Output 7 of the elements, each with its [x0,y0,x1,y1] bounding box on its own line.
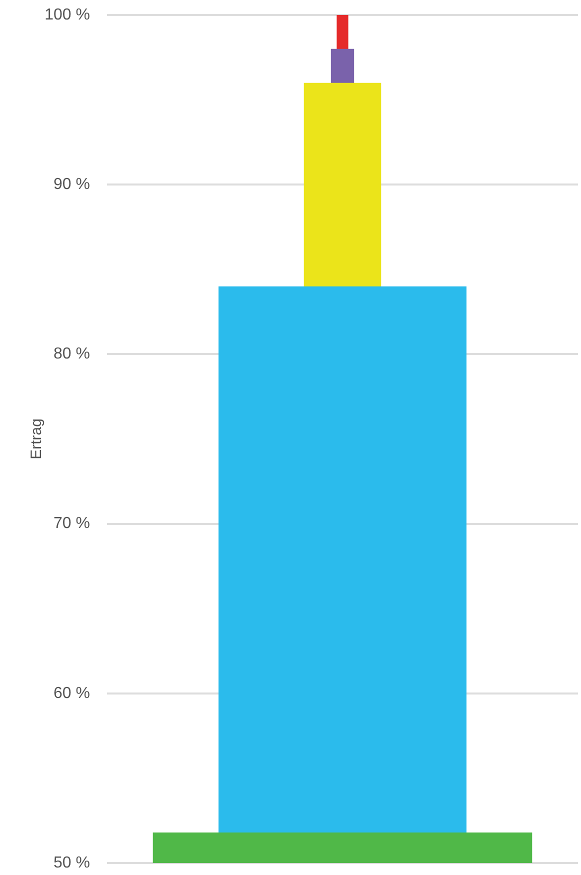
y-tick-label: 50 % [54,854,90,872]
y-tick-label: 90 % [54,176,90,194]
y-tick-label: 60 % [54,684,90,702]
y-axis-title: Ertrag [28,418,46,460]
y-tick-label: 70 % [54,515,90,532]
y-tick-label: 100 % [44,6,90,24]
y-tick-label: 80 % [54,346,90,363]
